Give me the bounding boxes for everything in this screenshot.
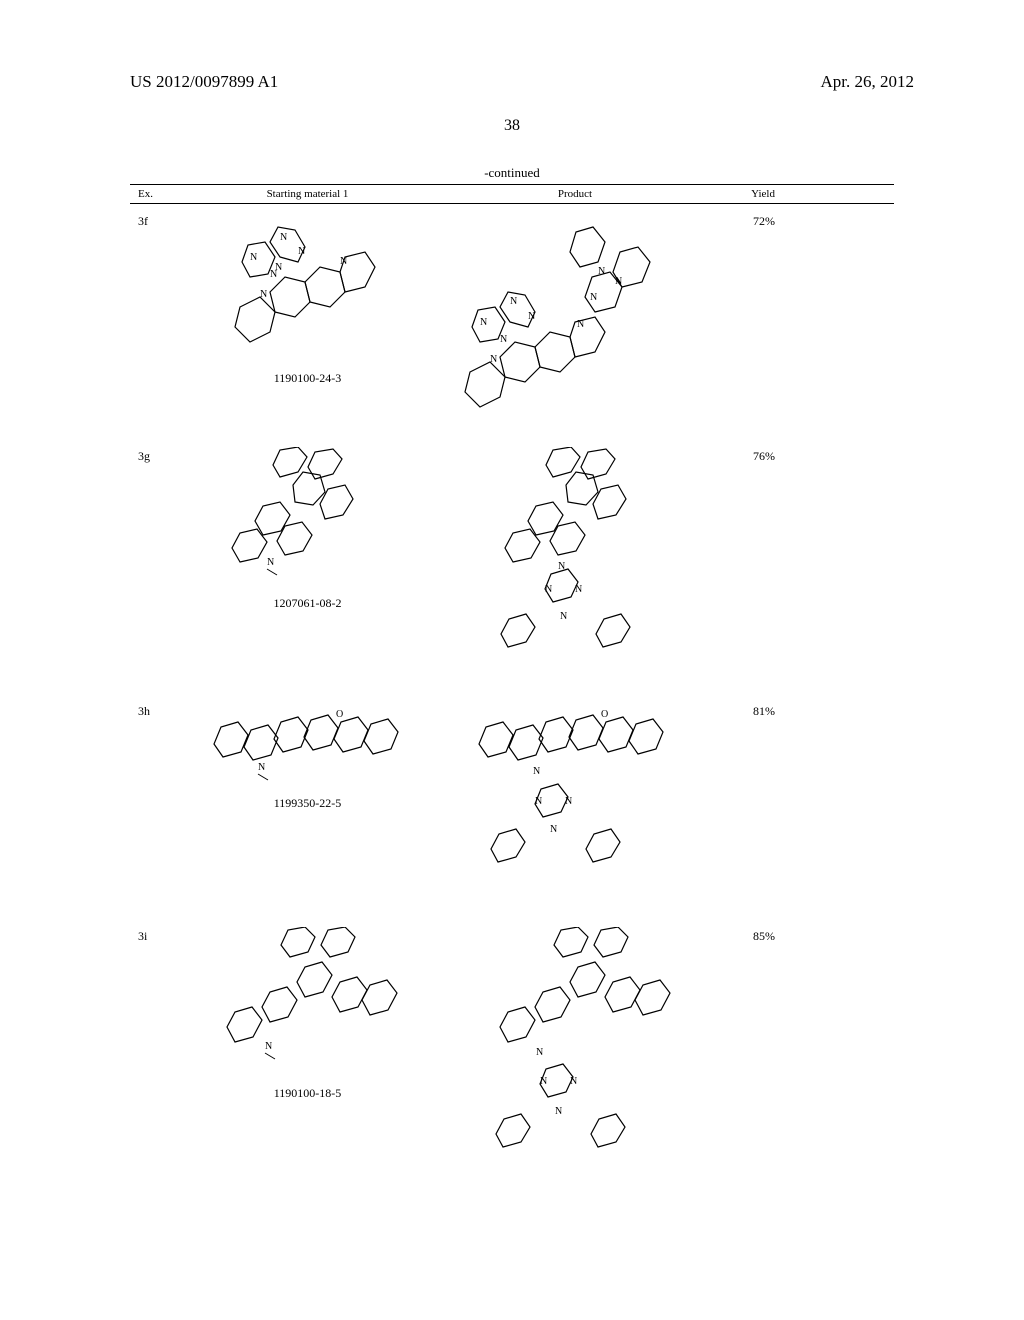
continued-label: -continued (130, 165, 894, 181)
page-number: 38 (0, 117, 1024, 135)
cell-product: N O N N N (435, 702, 715, 912)
svg-text:N: N (540, 1076, 547, 1087)
svg-text:N: N (560, 611, 567, 622)
chemical-structure-icon: N N N N N N N (220, 212, 395, 367)
svg-text:N: N (500, 334, 507, 345)
svg-text:N: N (250, 252, 257, 263)
table-header-row: Ex. Starting material 1 Product Yield (130, 184, 894, 204)
cas-number: 1190100-18-5 (274, 1086, 342, 1101)
cell-yield: 72% (715, 212, 785, 229)
table-body: 3f N N N (130, 204, 894, 1204)
cell-ex: 3g (130, 447, 180, 464)
cell-yield: 85% (715, 927, 785, 944)
svg-text:N: N (555, 1106, 562, 1117)
svg-text:N: N (535, 796, 542, 807)
svg-text:O: O (601, 709, 608, 720)
cell-ex: 3f (130, 212, 180, 229)
cell-product: N N N N (435, 927, 715, 1202)
col-header-product: Product (435, 188, 715, 200)
svg-text:N: N (298, 246, 305, 257)
cell-starting-material: N O 1199350-22-5 (180, 702, 435, 811)
table-row: 3f N N N (130, 204, 894, 439)
chemical-structure-icon: N O N N N (463, 702, 688, 912)
cas-number: 1199350-22-5 (274, 796, 342, 811)
table-row: 3g N (130, 439, 894, 694)
cell-starting-material: N 1207061-08-2 (180, 447, 435, 611)
table-row: 3i N (130, 919, 894, 1204)
svg-text:N: N (275, 262, 282, 273)
svg-text:N: N (340, 256, 347, 267)
svg-text:N: N (490, 354, 497, 365)
cell-yield: 81% (715, 702, 785, 719)
svg-text:N: N (550, 824, 557, 835)
svg-text:N: N (558, 561, 565, 572)
svg-text:N: N (598, 266, 605, 277)
cas-number: 1190100-24-3 (274, 371, 342, 386)
publication-number: US 2012/0097899 A1 (130, 72, 278, 92)
chemical-structure-icon: N N N N (458, 927, 693, 1202)
cell-starting-material: N 1190100-18-5 (180, 927, 435, 1101)
svg-text:N: N (480, 317, 487, 328)
svg-text:N: N (615, 276, 622, 287)
publication-date: Apr. 26, 2012 (821, 72, 915, 92)
cell-product: N N N N N N N N N (435, 212, 715, 432)
col-header-starting: Starting material 1 (180, 188, 435, 200)
svg-text:N: N (528, 311, 535, 322)
svg-text:N: N (570, 1076, 577, 1087)
cell-starting-material: N N N N N N N 1190100-24-3 (180, 212, 435, 386)
svg-text:N: N (590, 292, 597, 303)
cell-yield: 76% (715, 447, 785, 464)
svg-text:N: N (545, 584, 552, 595)
svg-text:N: N (265, 1041, 272, 1052)
chemical-structure-icon: N N N N N N N N N (450, 212, 700, 432)
page-header: US 2012/0097899 A1 Apr. 26, 2012 (0, 0, 1024, 92)
svg-text:N: N (536, 1047, 543, 1058)
chemical-structure-icon: N O (208, 702, 408, 792)
chemical-structure-icon: N (215, 927, 400, 1082)
svg-text:N: N (565, 796, 572, 807)
col-header-ex: Ex. (130, 188, 180, 200)
svg-text:N: N (267, 557, 274, 568)
cas-number: 1207061-08-2 (274, 596, 342, 611)
cell-product: N N N N (435, 447, 715, 692)
svg-text:O: O (336, 709, 343, 720)
cell-ex: 3h (130, 702, 180, 719)
chemical-structure-icon: N (225, 447, 390, 592)
col-header-yield: Yield (715, 188, 785, 200)
examples-table: -continued Ex. Starting material 1 Produ… (130, 165, 894, 1204)
svg-text:N: N (260, 289, 267, 300)
svg-text:N: N (510, 296, 517, 307)
svg-text:N: N (533, 766, 540, 777)
svg-text:N: N (577, 319, 584, 330)
chemical-structure-icon: N N N N (463, 447, 688, 692)
svg-text:N: N (575, 584, 582, 595)
table-row: 3h N O (130, 694, 894, 919)
cell-ex: 3i (130, 927, 180, 944)
svg-text:N: N (280, 232, 287, 243)
svg-text:N: N (258, 762, 265, 773)
